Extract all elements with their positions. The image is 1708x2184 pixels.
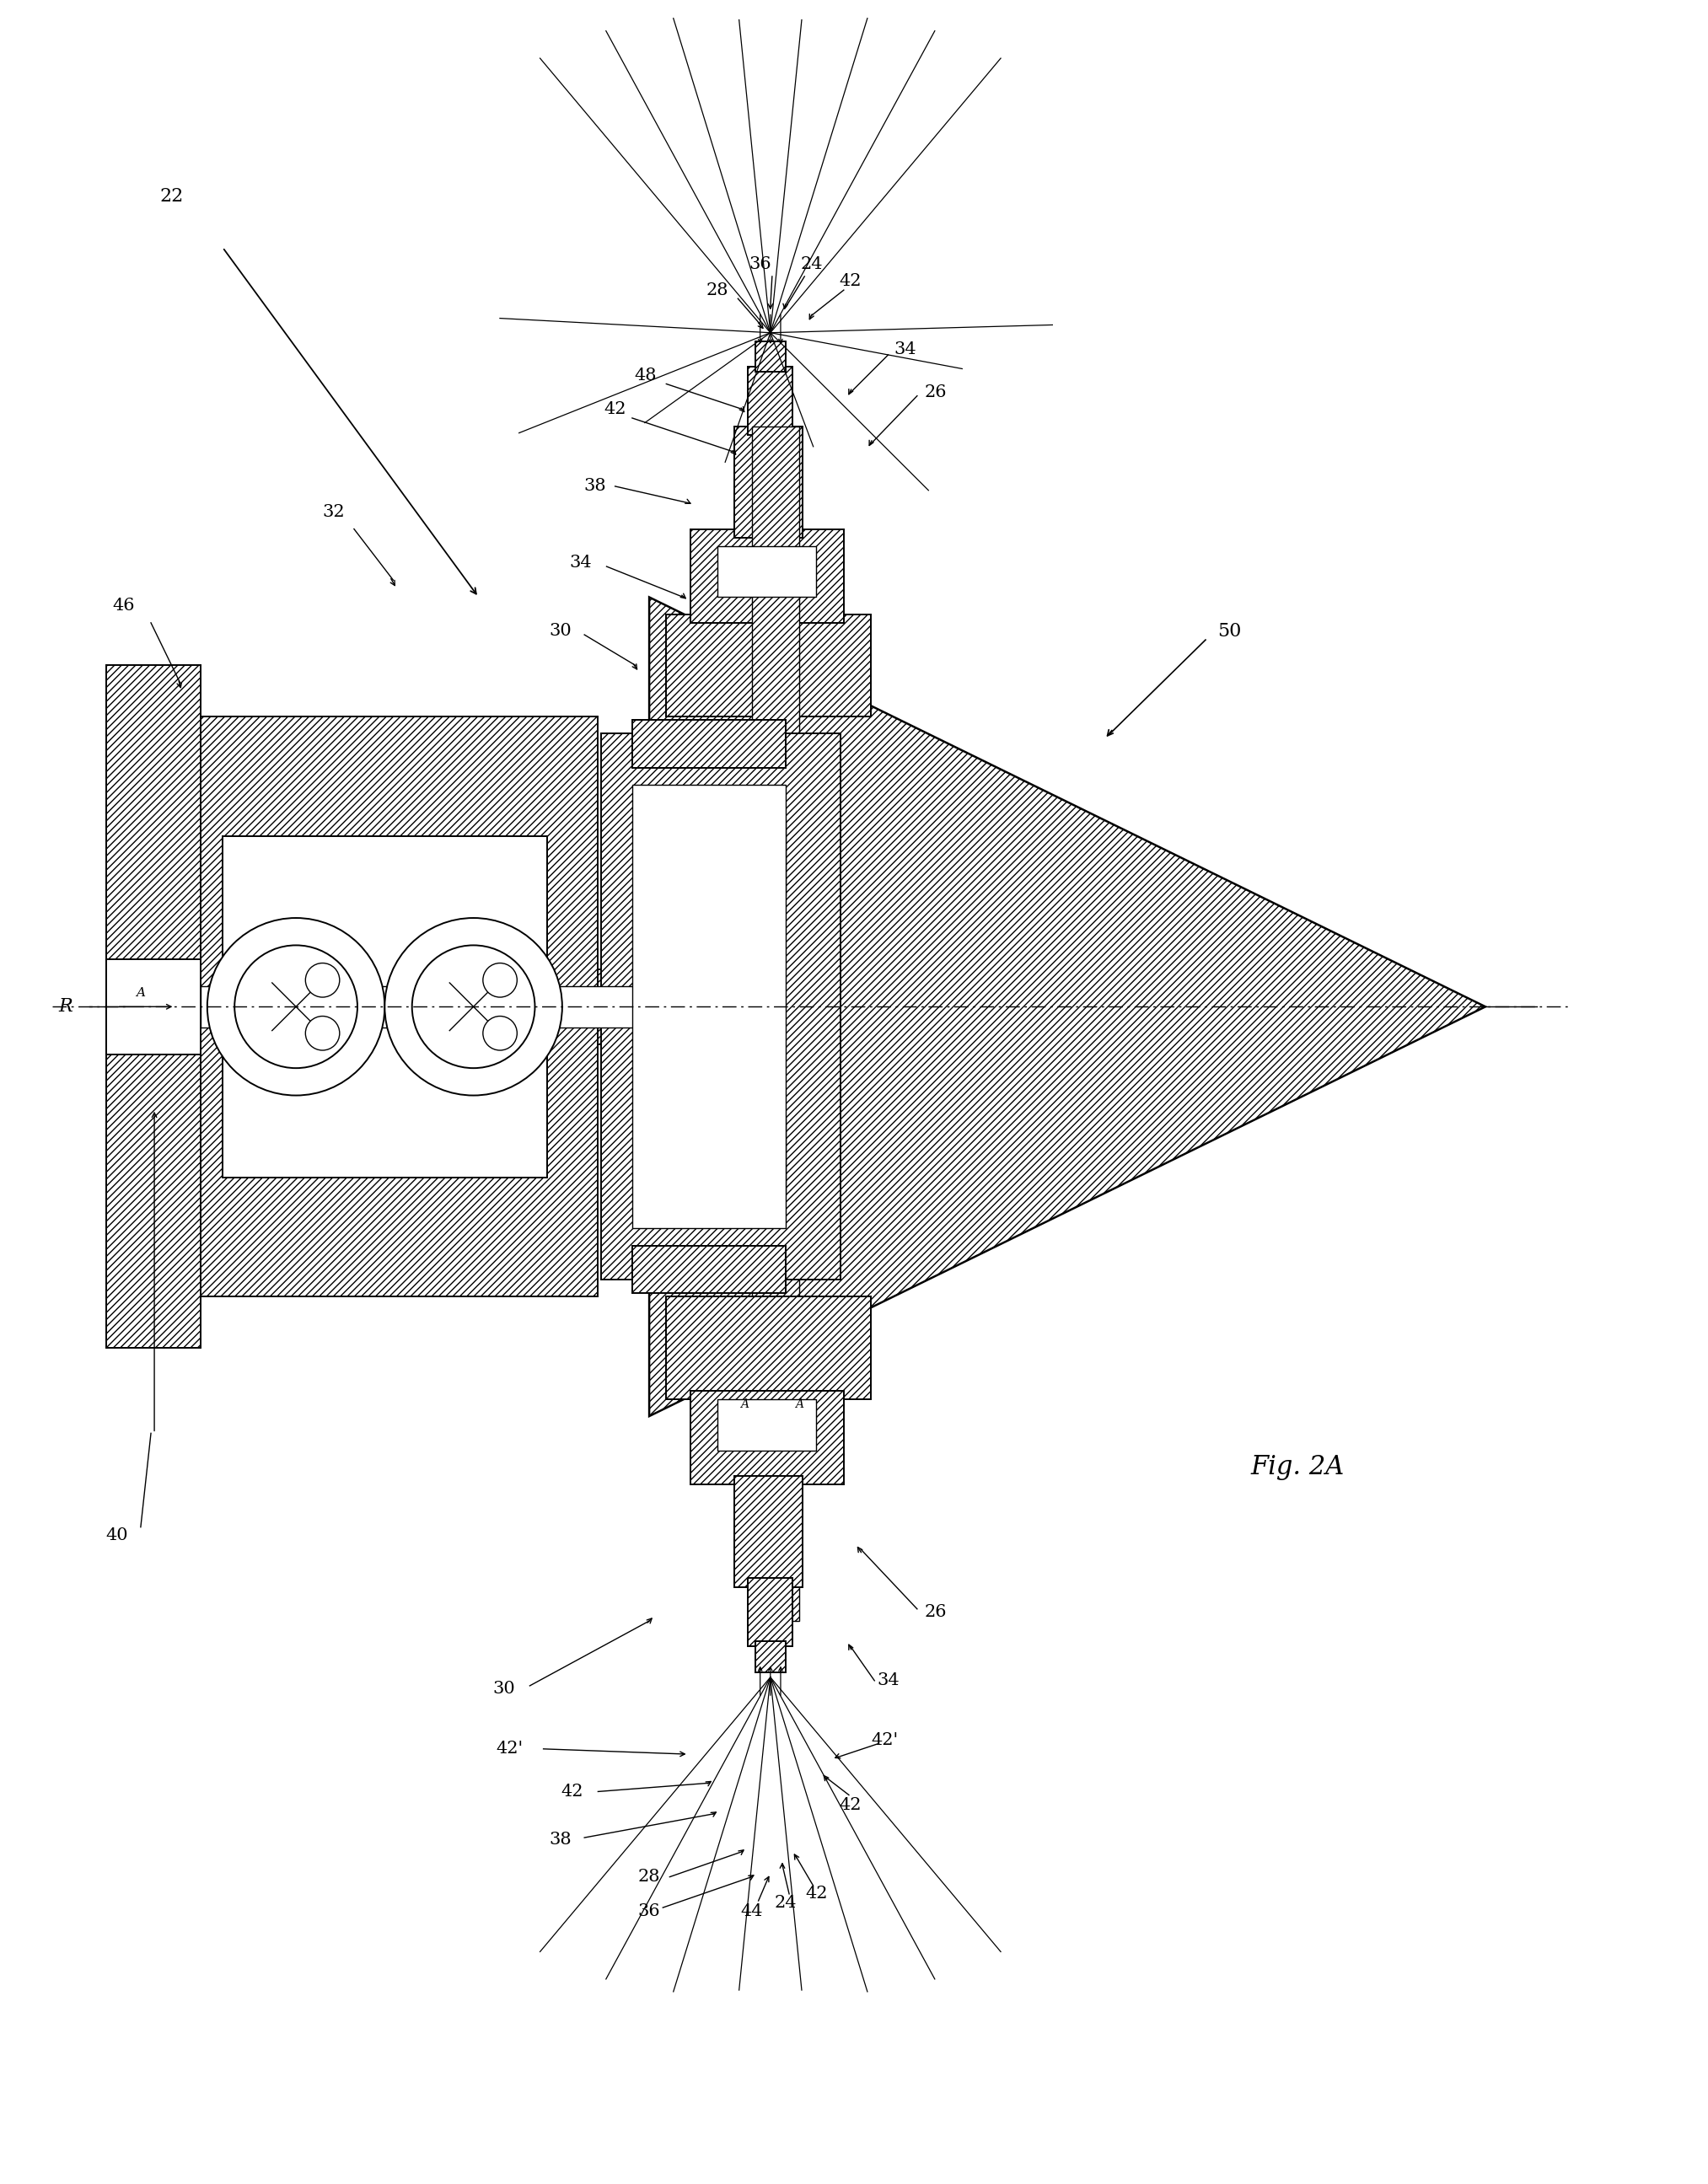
Bar bbox=[200, 987, 649, 1026]
Circle shape bbox=[306, 1016, 340, 1051]
Circle shape bbox=[306, 963, 340, 998]
Text: 22: 22 bbox=[159, 188, 183, 205]
Bar bbox=[222, 836, 547, 1177]
Text: 36: 36 bbox=[748, 256, 772, 273]
Text: 42: 42 bbox=[804, 1887, 828, 1902]
Bar bbox=[106, 666, 200, 1348]
Bar bbox=[734, 1476, 803, 1588]
Bar bbox=[752, 426, 799, 1621]
Bar bbox=[666, 1118, 786, 1195]
Bar bbox=[601, 734, 840, 1280]
Circle shape bbox=[234, 946, 357, 1068]
Circle shape bbox=[483, 1016, 518, 1051]
Bar bbox=[748, 367, 793, 435]
Bar bbox=[666, 1297, 871, 1400]
Bar bbox=[171, 716, 598, 1297]
Text: A: A bbox=[741, 1398, 750, 1411]
Text: Fig. 2A: Fig. 2A bbox=[1250, 1455, 1344, 1481]
Text: 42: 42 bbox=[839, 273, 863, 290]
Text: 34: 34 bbox=[570, 555, 593, 570]
Text: 30: 30 bbox=[550, 622, 572, 640]
Bar bbox=[666, 819, 786, 895]
Circle shape bbox=[483, 963, 518, 998]
Text: 42: 42 bbox=[605, 402, 627, 417]
Bar bbox=[717, 546, 816, 596]
Text: 42': 42' bbox=[495, 1741, 523, 1756]
Bar bbox=[632, 784, 786, 1227]
Bar bbox=[717, 1400, 816, 1450]
Text: 34: 34 bbox=[876, 1673, 900, 1688]
Bar bbox=[632, 721, 786, 769]
Text: 32: 32 bbox=[323, 505, 345, 520]
Text: 24: 24 bbox=[799, 256, 823, 273]
Text: 26: 26 bbox=[924, 1605, 946, 1621]
Text: 44: 44 bbox=[741, 1902, 763, 1920]
Text: 38: 38 bbox=[550, 1832, 572, 1848]
Text: 42: 42 bbox=[839, 1797, 863, 1813]
Text: 36: 36 bbox=[639, 1902, 661, 1920]
Text: R: R bbox=[58, 998, 73, 1016]
Text: 42: 42 bbox=[562, 1784, 584, 1800]
Bar bbox=[690, 1391, 844, 1485]
Text: 42': 42' bbox=[871, 1732, 898, 1749]
Text: 24: 24 bbox=[774, 1894, 798, 1911]
Circle shape bbox=[384, 917, 562, 1096]
Text: A: A bbox=[137, 987, 145, 998]
Bar bbox=[748, 1579, 793, 1647]
Text: 28: 28 bbox=[639, 1870, 661, 1885]
Text: 50: 50 bbox=[1218, 622, 1242, 640]
Text: 46: 46 bbox=[113, 598, 135, 614]
Bar bbox=[755, 1642, 786, 1673]
Circle shape bbox=[412, 946, 535, 1068]
Bar bbox=[755, 341, 786, 371]
Text: A: A bbox=[796, 1398, 803, 1411]
Bar bbox=[106, 959, 200, 1055]
Bar bbox=[376, 970, 649, 1044]
Text: 26: 26 bbox=[924, 384, 946, 400]
Text: 30: 30 bbox=[494, 1682, 516, 1697]
Text: 28: 28 bbox=[707, 282, 729, 297]
Circle shape bbox=[207, 917, 384, 1096]
Text: 38: 38 bbox=[584, 478, 606, 494]
Bar bbox=[666, 614, 871, 716]
Bar bbox=[632, 1245, 786, 1293]
Bar bbox=[690, 529, 844, 622]
Text: 40: 40 bbox=[106, 1527, 128, 1544]
Bar bbox=[734, 426, 803, 537]
Polygon shape bbox=[649, 596, 1486, 1415]
Text: 34: 34 bbox=[893, 341, 917, 358]
Text: 48: 48 bbox=[635, 367, 658, 384]
